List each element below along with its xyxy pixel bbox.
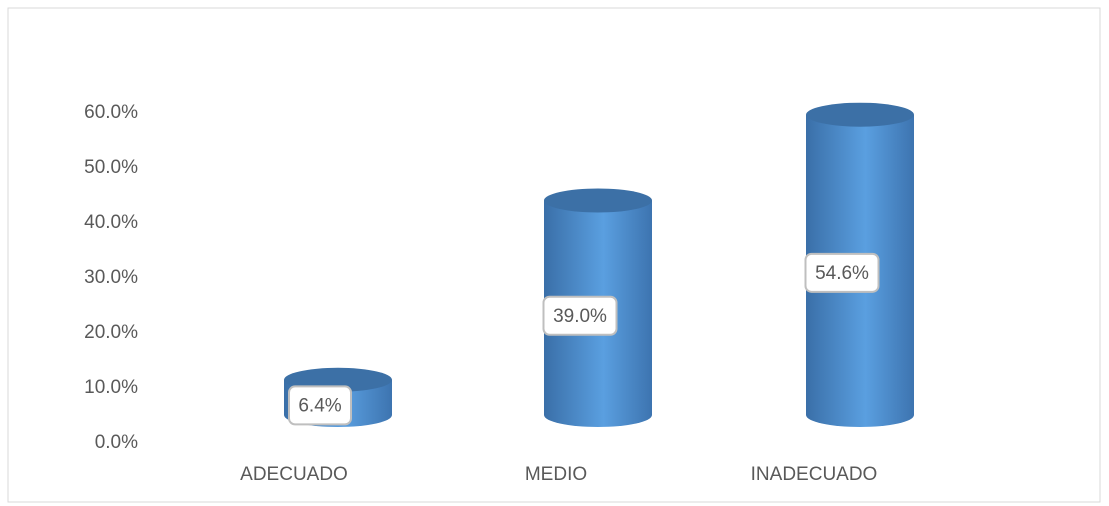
x-tick-label: MEDIO [525,464,587,485]
chart-frame [7,7,1101,503]
x-tick-label: INADECUADO [751,464,878,485]
y-tick-label: 50.0% [84,157,138,178]
y-tick-label: 10.0% [84,377,138,398]
y-tick-label: 40.0% [84,212,138,233]
y-tick-label: 60.0% [84,102,138,123]
data-label-box [542,295,618,336]
data-label-box [804,252,880,293]
data-label: 6.4% [298,395,341,416]
data-label-box [288,385,352,426]
cylinder-top [806,102,914,127]
y-tick-label: 20.0% [84,322,138,343]
data-label: 39.0% [553,306,607,327]
data-label: 54.6% [815,263,869,284]
y-tick-label: 30.0% [84,267,138,288]
x-tick-label: ADECUADO [240,464,348,485]
cylinder-top [544,188,652,213]
y-tick-label: 0.0% [95,432,138,453]
